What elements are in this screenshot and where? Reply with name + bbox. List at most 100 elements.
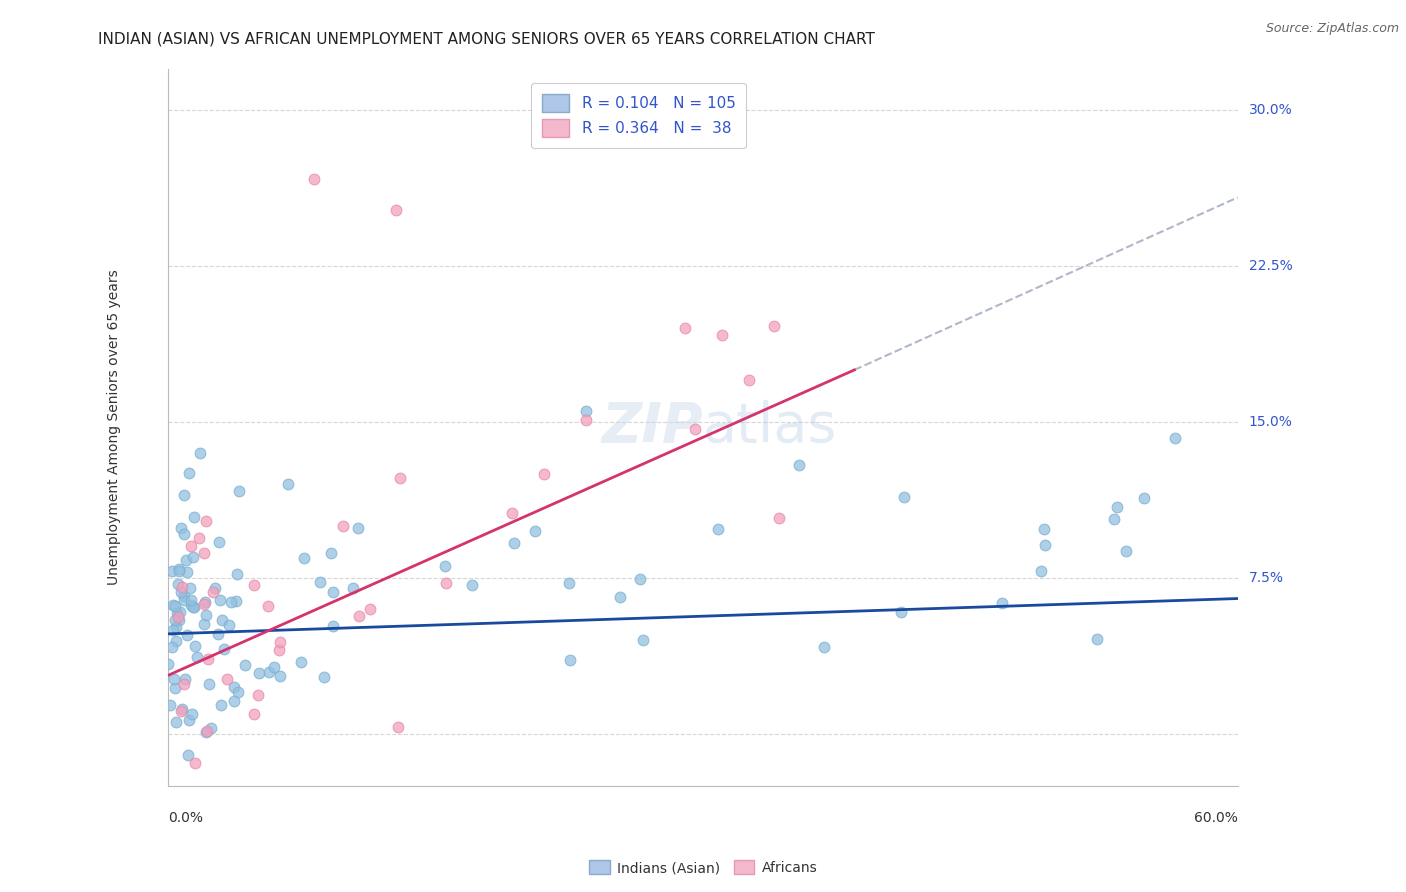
Point — [165, 620, 187, 634]
Point — [200, 721, 222, 735]
Point — [163, 681, 186, 695]
Point — [170, 521, 193, 535]
Point — [257, 599, 280, 613]
Point — [159, 698, 181, 713]
Point — [167, 613, 190, 627]
Point — [180, 599, 202, 613]
Point — [1115, 543, 1137, 558]
Point — [166, 606, 188, 620]
Text: 30.0%: 30.0% — [1249, 103, 1292, 117]
Point — [890, 606, 912, 620]
Point — [990, 596, 1012, 610]
Point — [215, 672, 238, 686]
Point — [183, 756, 205, 771]
Point — [195, 723, 218, 738]
Point — [209, 592, 232, 607]
Text: 60.0%: 60.0% — [1194, 811, 1237, 824]
Point — [188, 531, 211, 545]
Point — [208, 535, 231, 549]
Point — [194, 608, 217, 623]
Point — [763, 318, 786, 333]
Point — [173, 487, 195, 501]
Point — [170, 702, 193, 716]
Point — [277, 476, 299, 491]
Point — [167, 577, 190, 591]
Point — [170, 704, 193, 718]
Point — [359, 601, 381, 615]
Point — [1029, 565, 1052, 579]
Point — [193, 597, 215, 611]
Point — [631, 633, 654, 648]
Point — [247, 665, 270, 680]
Point — [179, 713, 201, 727]
Point — [166, 610, 188, 624]
Point — [290, 655, 312, 669]
Point — [1164, 432, 1187, 446]
Point — [218, 617, 240, 632]
Point — [1105, 500, 1128, 514]
Point — [176, 565, 198, 579]
Point — [558, 575, 581, 590]
Point — [558, 653, 581, 667]
Point — [228, 483, 250, 498]
Point — [198, 677, 221, 691]
Point — [222, 680, 245, 694]
Point — [173, 589, 195, 603]
Point — [165, 613, 187, 627]
Point — [226, 684, 249, 698]
Point — [1033, 538, 1056, 552]
Point — [501, 506, 523, 520]
Point — [173, 593, 195, 607]
Text: INDIAN (ASIAN) VS AFRICAN UNEMPLOYMENT AMONG SENIORS OVER 65 YEARS CORRELATION C: INDIAN (ASIAN) VS AFRICAN UNEMPLOYMENT A… — [98, 31, 876, 46]
Point — [346, 521, 368, 535]
Point — [1133, 491, 1156, 506]
Point — [188, 446, 211, 460]
Point — [269, 669, 291, 683]
Point — [461, 578, 484, 592]
Point — [181, 706, 204, 721]
Text: 7.5%: 7.5% — [1249, 571, 1284, 585]
Point — [332, 519, 354, 533]
Point — [179, 581, 201, 595]
Point — [176, 628, 198, 642]
Point — [183, 549, 205, 564]
Point — [224, 694, 246, 708]
Point — [246, 688, 269, 702]
Point — [226, 566, 249, 581]
Point — [575, 412, 598, 426]
Point — [523, 524, 546, 538]
Point — [204, 582, 226, 596]
Text: 22.5%: 22.5% — [1249, 259, 1292, 273]
Point — [180, 593, 202, 607]
Point — [201, 584, 224, 599]
Point — [269, 635, 291, 649]
Text: atlas: atlas — [703, 400, 837, 454]
Point — [163, 599, 186, 613]
Point — [707, 522, 730, 536]
Point — [267, 643, 290, 657]
Point — [683, 422, 706, 436]
Point — [194, 725, 217, 739]
Point — [170, 584, 193, 599]
Point — [628, 572, 651, 586]
Point — [173, 527, 195, 541]
Point — [211, 613, 233, 627]
Legend: R = 0.104   N = 105, R = 0.364   N =  38: R = 0.104 N = 105, R = 0.364 N = 38 — [531, 83, 747, 148]
Text: Unemployment Among Seniors over 65 years: Unemployment Among Seniors over 65 years — [107, 269, 121, 585]
Point — [575, 404, 598, 418]
Point — [787, 458, 810, 472]
Point — [322, 619, 344, 633]
Point — [319, 546, 342, 560]
Point — [263, 660, 285, 674]
Point — [257, 665, 280, 679]
Point — [179, 467, 201, 481]
Point — [503, 536, 526, 550]
Point — [347, 608, 370, 623]
Point — [243, 578, 266, 592]
Point — [233, 657, 256, 672]
Point — [173, 672, 195, 686]
Point — [184, 640, 207, 654]
Point — [193, 546, 215, 560]
Point — [302, 171, 325, 186]
Point — [186, 650, 208, 665]
